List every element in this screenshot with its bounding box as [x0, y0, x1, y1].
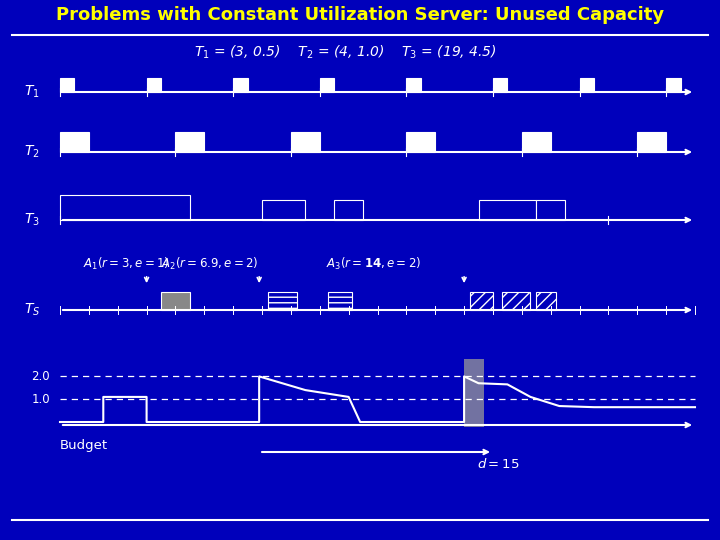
Bar: [233, 78, 248, 92]
Bar: [328, 292, 351, 310]
Bar: [666, 78, 680, 92]
Text: $T_1$ = (3, 0.5)    $T_2$ = (4, 1.0)    $T_3$ = (19, 4.5): $T_1$ = (3, 0.5) $T_2$ = (4, 1.0) $T_3$ …: [194, 43, 496, 60]
Bar: [502, 292, 531, 310]
Bar: [470, 292, 493, 310]
Text: $A_2(r=6.9, e=2)$: $A_2(r=6.9, e=2)$: [161, 256, 258, 272]
Bar: [161, 292, 190, 310]
Text: $T_2$: $T_2$: [24, 144, 40, 160]
Text: 1.0: 1.0: [32, 393, 50, 406]
Text: 2.0: 2.0: [32, 370, 50, 383]
Bar: [262, 200, 305, 220]
Bar: [406, 132, 435, 152]
Bar: [147, 78, 161, 92]
Bar: [60, 195, 190, 220]
Bar: [60, 132, 89, 152]
Text: Problems with Constant Utilization Server: Unused Capacity: Problems with Constant Utilization Serve…: [56, 6, 664, 24]
Bar: [580, 78, 594, 92]
Text: Budget: Budget: [60, 438, 108, 451]
Bar: [493, 78, 508, 92]
Bar: [479, 200, 536, 220]
Bar: [176, 132, 204, 152]
Text: $A_1(r=3, e=1)$: $A_1(r=3, e=1)$: [83, 256, 169, 272]
Bar: [334, 200, 363, 220]
Bar: [291, 132, 320, 152]
Bar: [522, 132, 551, 152]
Bar: [536, 292, 557, 310]
Bar: [60, 78, 74, 92]
Text: $d=15$: $d=15$: [477, 457, 520, 471]
Bar: [268, 292, 297, 310]
Bar: [464, 359, 485, 427]
Text: $T_S$: $T_S$: [24, 302, 40, 318]
Bar: [637, 132, 666, 152]
Text: $T_3$: $T_3$: [24, 212, 40, 228]
Bar: [406, 78, 420, 92]
Text: $A_3(r=\mathbf{14}, e=2)$: $A_3(r=\mathbf{14}, e=2)$: [325, 256, 420, 272]
Bar: [536, 200, 565, 220]
Text: $T_1$: $T_1$: [24, 84, 40, 100]
Bar: [320, 78, 334, 92]
